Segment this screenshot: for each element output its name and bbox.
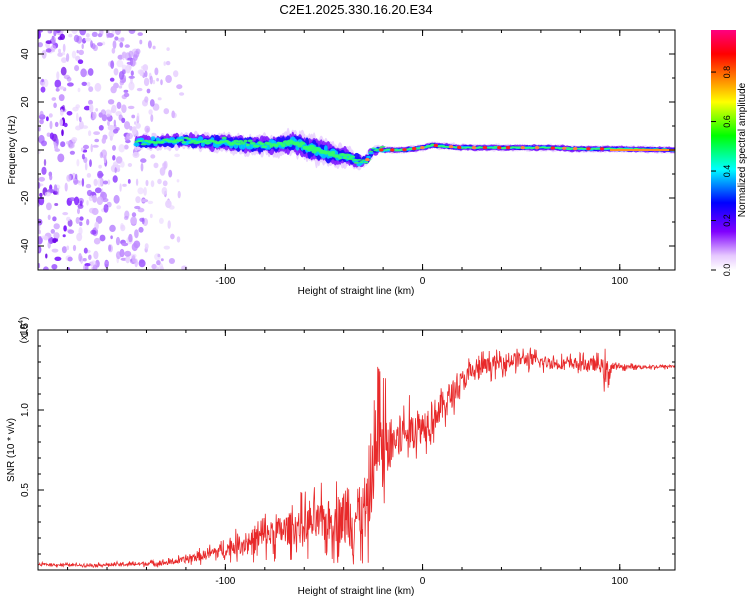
colorbar-gradient xyxy=(711,30,736,270)
snr-ylabel: SNR (10 * v/v) xyxy=(6,418,17,482)
spec-ytick-label: -20 xyxy=(20,190,31,205)
colorbar-tick-label: 0.0 xyxy=(722,264,732,277)
spec-ytick-label: 40 xyxy=(20,48,31,60)
snr-multiplier: (x104) xyxy=(18,317,30,344)
colorbar-ticks: 0.0 0.2 0.4 0.6 0.8 xyxy=(711,66,732,276)
colorbar-tick-label: 0.8 xyxy=(722,66,732,79)
snr-frame xyxy=(37,329,676,571)
colorbar-tick-label: 0.2 xyxy=(722,214,732,227)
spectrogram-panel: -100 0 100 -40 -20 0 20 40 Height of straight l… xyxy=(7,29,676,297)
snr-plot-area xyxy=(38,347,675,569)
snr-xlabel: Height of straight line (km) xyxy=(298,586,415,597)
snr-ytick-label: 0.5 xyxy=(20,483,31,497)
snr-xtick-label: -100 xyxy=(215,576,235,587)
snr-series-line xyxy=(38,347,675,569)
spectrogram-image xyxy=(38,30,675,270)
snr-axes: -100 0 100 0.5 1.0 1.5 xyxy=(20,323,675,587)
spec-ytick-label: 20 xyxy=(20,96,31,108)
spectrogram-ylabel: Frequency (Hz) xyxy=(7,116,18,185)
snr-xtick-label: 0 xyxy=(420,576,426,587)
spec-ytick-label: 0 xyxy=(20,147,31,153)
figure-title: C2E1.2025.330.16.20.E34 xyxy=(279,2,432,17)
snr-panel: -100 0 100 0.5 1.0 1.5 Height of straight lin… xyxy=(6,317,676,597)
spec-xtick-label: 0 xyxy=(420,276,426,287)
colorbar: 0.0 0.2 0.4 0.6 0.8 Normalized spectral ampl… xyxy=(711,30,748,276)
spec-xtick-label: 100 xyxy=(611,276,628,287)
colorbar-tick-label: 0.6 xyxy=(722,115,732,128)
snr-ytick-label: 1.5 xyxy=(20,323,31,337)
spec-xtick-label: -100 xyxy=(215,276,235,287)
spectrogram-axes: -100 0 100 -40 -20 0 20 40 xyxy=(20,29,675,287)
snr-ytick-label: 1.0 xyxy=(20,403,31,417)
snr-xtick-label: 100 xyxy=(611,576,628,587)
colorbar-label: Normalized spectral amplitude xyxy=(737,82,748,217)
colorbar-tick-label: 0.4 xyxy=(722,165,732,178)
spec-ytick-label: -40 xyxy=(20,238,31,253)
spectrogram-xlabel: Height of straight line (km) xyxy=(298,286,415,297)
